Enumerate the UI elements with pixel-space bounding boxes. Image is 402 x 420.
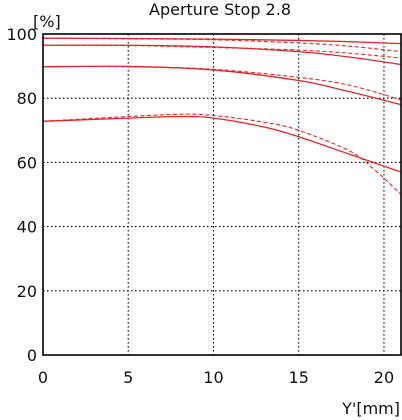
y-tick-label: 0 [27, 346, 37, 365]
series-line-1-solid [42, 37, 402, 45]
plot-frame [42, 33, 402, 356]
series-line-7-solid [42, 115, 402, 173]
series-line-2-dashed [42, 37, 402, 53]
series-group [42, 37, 402, 195]
grid [43, 34, 401, 355]
series-line-6-dashed [42, 66, 402, 101]
y-tick-label: 80 [17, 89, 37, 108]
y-axis-label: [%] [33, 12, 61, 31]
x-tick-label: 0 [38, 368, 48, 387]
series-line-5-solid [42, 65, 402, 106]
y-tick-label: 60 [17, 153, 37, 172]
series-line-4-dashed [42, 44, 402, 59]
x-tick-label: 15 [289, 368, 309, 387]
y-tick-label: 100 [6, 25, 37, 44]
series-line-8-dashed [42, 113, 402, 195]
x-tick-label: 5 [123, 368, 133, 387]
x-axis-label: Y'[mm] [341, 399, 400, 418]
x-tick-label: 10 [203, 368, 223, 387]
y-tick-label: 20 [17, 282, 37, 301]
chart-title: Aperture Stop 2.8 [149, 0, 291, 19]
y-tick-label: 40 [17, 218, 37, 237]
tick-labels: 0 5 10 15 20 0 20 40 60 80 100 [6, 25, 394, 387]
x-tick-label: 20 [374, 368, 394, 387]
